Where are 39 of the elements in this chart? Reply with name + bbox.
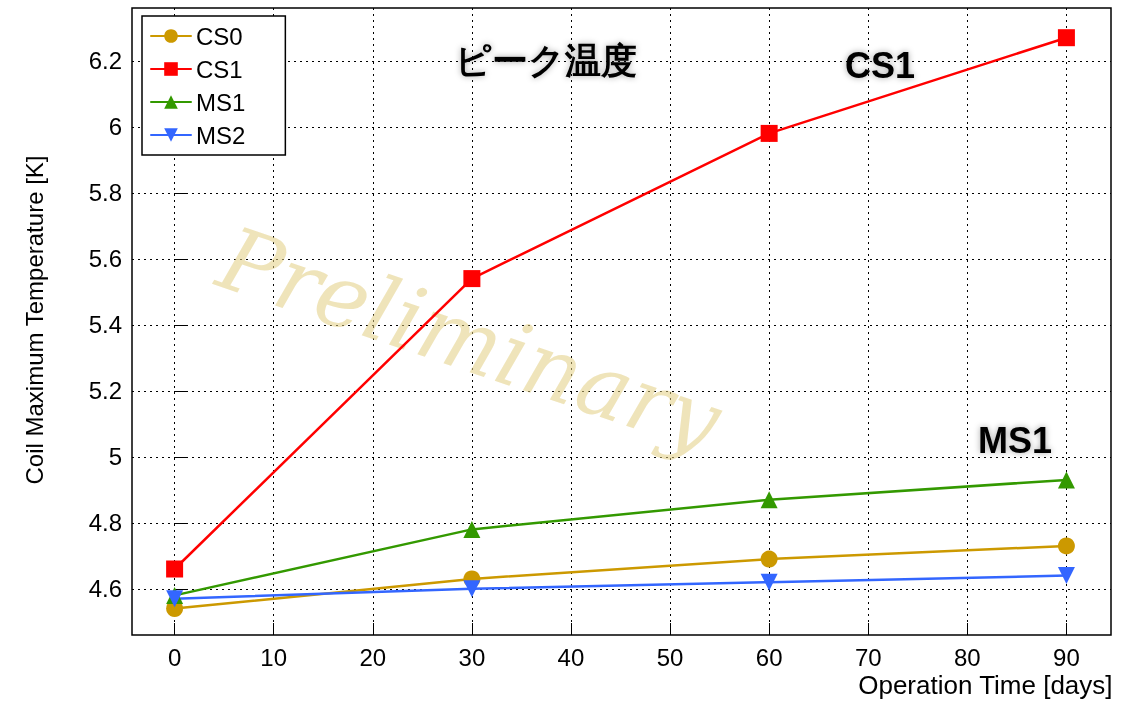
y-tick-label: 4.6 xyxy=(88,575,122,603)
x-axis-title: Operation Time [days] xyxy=(858,670,1113,700)
x-tick-label: 40 xyxy=(557,643,585,671)
legend-label: MS2 xyxy=(196,121,246,149)
y-tick-label: 5.6 xyxy=(88,245,122,273)
y-tick-label: 6 xyxy=(108,113,122,141)
x-tick-label: 0 xyxy=(167,643,182,671)
point xyxy=(760,573,778,591)
point xyxy=(166,560,184,578)
legend-label: MS1 xyxy=(196,88,246,116)
x-tick-label: 80 xyxy=(953,643,981,671)
point xyxy=(1057,567,1075,585)
annotation: MS1 xyxy=(977,419,1053,461)
annotation: CS1 xyxy=(844,44,916,86)
y-axis-title: Coil Maximum Temperature [K] xyxy=(20,155,48,485)
x-tick-label: 10 xyxy=(260,643,288,671)
x-tick-label: 70 xyxy=(854,643,882,671)
x-tick-label: 60 xyxy=(755,643,783,671)
legend-label: CS1 xyxy=(196,55,243,83)
y-tick-label: 5.8 xyxy=(88,179,122,207)
x-tick-label: 90 xyxy=(1053,643,1080,671)
point xyxy=(760,550,778,568)
y-tick-label: 5.2 xyxy=(88,377,122,405)
x-tick-label: 20 xyxy=(359,643,387,671)
point xyxy=(760,491,778,509)
y-tick-label: 5 xyxy=(108,443,122,471)
point xyxy=(1057,537,1075,555)
y-tick-label: 5.4 xyxy=(88,311,122,339)
x-tick-label: 50 xyxy=(656,643,684,671)
point xyxy=(1057,471,1075,489)
point xyxy=(463,520,481,538)
point xyxy=(760,124,778,142)
point xyxy=(463,580,481,598)
y-tick-label: 4.8 xyxy=(88,509,122,537)
point xyxy=(1057,29,1075,47)
legend-label: CS0 xyxy=(196,22,243,50)
x-tick-label: 30 xyxy=(458,643,486,671)
y-tick-label: 6.2 xyxy=(88,47,122,75)
point xyxy=(166,590,184,608)
